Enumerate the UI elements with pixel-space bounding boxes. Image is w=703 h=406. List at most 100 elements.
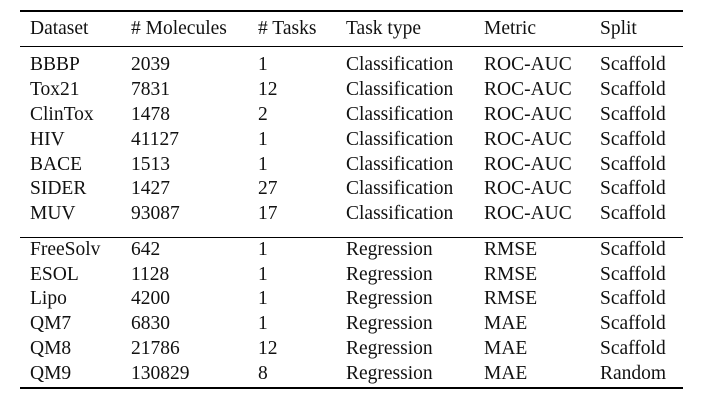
cell-molecules: 1478 (131, 104, 170, 125)
cell-metric: ROC-AUC (484, 129, 572, 150)
header-task-type: Task type (346, 18, 421, 39)
table-row: QM8 21786 12 Regression MAE Scaffold (20, 336, 683, 361)
cell-split: Scaffold (600, 54, 666, 75)
bottom-rule (20, 387, 683, 389)
cell-molecules: 6830 (131, 313, 170, 334)
cell-task-type: Classification (346, 54, 454, 75)
cell-split: Scaffold (600, 154, 666, 175)
table-row: BBBP 2039 1 Classification ROC-AUC Scaff… (20, 52, 683, 77)
cell-metric: ROC-AUC (484, 79, 572, 100)
cell-tasks: 12 (258, 79, 278, 100)
table-row: ClinTox 1478 2 Classification ROC-AUC Sc… (20, 102, 683, 127)
header-metric: Metric (484, 18, 536, 39)
cell-dataset: BBBP (30, 54, 80, 75)
cell-metric: RMSE (484, 239, 538, 260)
cell-tasks: 27 (258, 178, 278, 199)
cell-tasks: 17 (258, 203, 278, 224)
group-rule (20, 237, 683, 238)
header-dataset: Dataset (30, 18, 89, 39)
header-tasks: # Tasks (258, 18, 317, 39)
cell-task-type: Regression (346, 288, 433, 309)
cell-molecules: 7831 (131, 79, 170, 100)
cell-split: Scaffold (600, 313, 666, 334)
cell-tasks: 1 (258, 54, 268, 75)
cell-split: Scaffold (600, 239, 666, 260)
table-row: QM9 130829 8 Regression MAE Random (20, 361, 683, 386)
cell-dataset: Tox21 (30, 79, 80, 100)
cell-task-type: Regression (346, 313, 433, 334)
cell-dataset: Lipo (30, 288, 67, 309)
cell-molecules: 1427 (131, 178, 170, 199)
cell-metric: ROC-AUC (484, 178, 572, 199)
cell-metric: MAE (484, 338, 528, 359)
cell-split: Scaffold (600, 264, 666, 285)
table-row: HIV 41127 1 Classification ROC-AUC Scaff… (20, 127, 683, 152)
cell-task-type: Classification (346, 79, 454, 100)
table-row: Lipo 4200 1 Regression RMSE Scaffold (20, 286, 683, 311)
cell-dataset: SIDER (30, 178, 87, 199)
cell-metric: RMSE (484, 264, 538, 285)
cell-molecules: 1513 (131, 154, 170, 175)
cell-molecules: 2039 (131, 54, 170, 75)
cell-tasks: 1 (258, 129, 268, 150)
table-row: MUV 93087 17 Classification ROC-AUC Scaf… (20, 201, 683, 226)
cell-task-type: Classification (346, 178, 454, 199)
cell-task-type: Classification (346, 129, 454, 150)
cell-task-type: Regression (346, 239, 433, 260)
cell-tasks: 1 (258, 239, 268, 260)
cell-task-type: Regression (346, 338, 433, 359)
cell-dataset: FreeSolv (30, 239, 101, 260)
cell-split: Scaffold (600, 178, 666, 199)
cell-molecules: 4200 (131, 288, 170, 309)
top-rule (20, 10, 683, 12)
cell-tasks: 1 (258, 313, 268, 334)
cell-dataset: ClinTox (30, 104, 94, 125)
cell-task-type: Classification (346, 203, 454, 224)
table-row: BACE 1513 1 Classification ROC-AUC Scaff… (20, 152, 683, 177)
table-row: SIDER 1427 27 Classification ROC-AUC Sca… (20, 176, 683, 201)
cell-metric: MAE (484, 313, 528, 334)
cell-split: Scaffold (600, 288, 666, 309)
cell-molecules: 41127 (131, 129, 180, 150)
cell-tasks: 12 (258, 338, 278, 359)
header-row: Dataset # Molecules # Tasks Task type Me… (20, 16, 683, 41)
cell-dataset: BACE (30, 154, 83, 175)
table-row: QM7 6830 1 Regression MAE Scaffold (20, 311, 683, 336)
cell-metric: ROC-AUC (484, 154, 572, 175)
cell-split: Scaffold (600, 129, 666, 150)
cell-dataset: ESOL (30, 264, 79, 285)
cell-tasks: 2 (258, 104, 268, 125)
cell-split: Scaffold (600, 79, 666, 100)
cell-metric: ROC-AUC (484, 104, 572, 125)
cell-molecules: 21786 (131, 338, 180, 359)
cell-split: Random (600, 363, 667, 384)
cell-dataset: QM7 (30, 313, 72, 334)
cell-tasks: 1 (258, 154, 268, 175)
cell-split: Scaffold (600, 203, 666, 224)
cell-task-type: Classification (346, 104, 454, 125)
cell-metric: MAE (484, 363, 528, 384)
cell-tasks: 8 (258, 363, 268, 384)
cell-task-type: Classification (346, 154, 454, 175)
table-row: ESOL 1128 1 Regression RMSE Scaffold (20, 262, 683, 287)
cell-split: Scaffold (600, 338, 666, 359)
cell-molecules: 1128 (131, 264, 170, 285)
cell-tasks: 1 (258, 264, 268, 285)
cell-task-type: Regression (346, 363, 433, 384)
table-row: FreeSolv 642 1 Regression RMSE Scaffold (20, 237, 683, 262)
header-split: Split (600, 18, 637, 39)
header-molecules: # Molecules (131, 18, 227, 39)
cell-tasks: 1 (258, 288, 268, 309)
cell-molecules: 642 (131, 239, 161, 260)
cell-molecules: 93087 (131, 203, 180, 224)
cell-dataset: QM8 (30, 338, 72, 359)
cell-molecules: 130829 (131, 363, 190, 384)
cell-metric: ROC-AUC (484, 203, 572, 224)
header-rule (20, 46, 683, 47)
cell-split: Scaffold (600, 104, 666, 125)
cell-dataset: QM9 (30, 363, 72, 384)
table-row: Tox21 7831 12 Classification ROC-AUC Sca… (20, 77, 683, 102)
cell-metric: RMSE (484, 288, 538, 309)
cell-dataset: HIV (30, 129, 65, 150)
cell-metric: ROC-AUC (484, 54, 572, 75)
